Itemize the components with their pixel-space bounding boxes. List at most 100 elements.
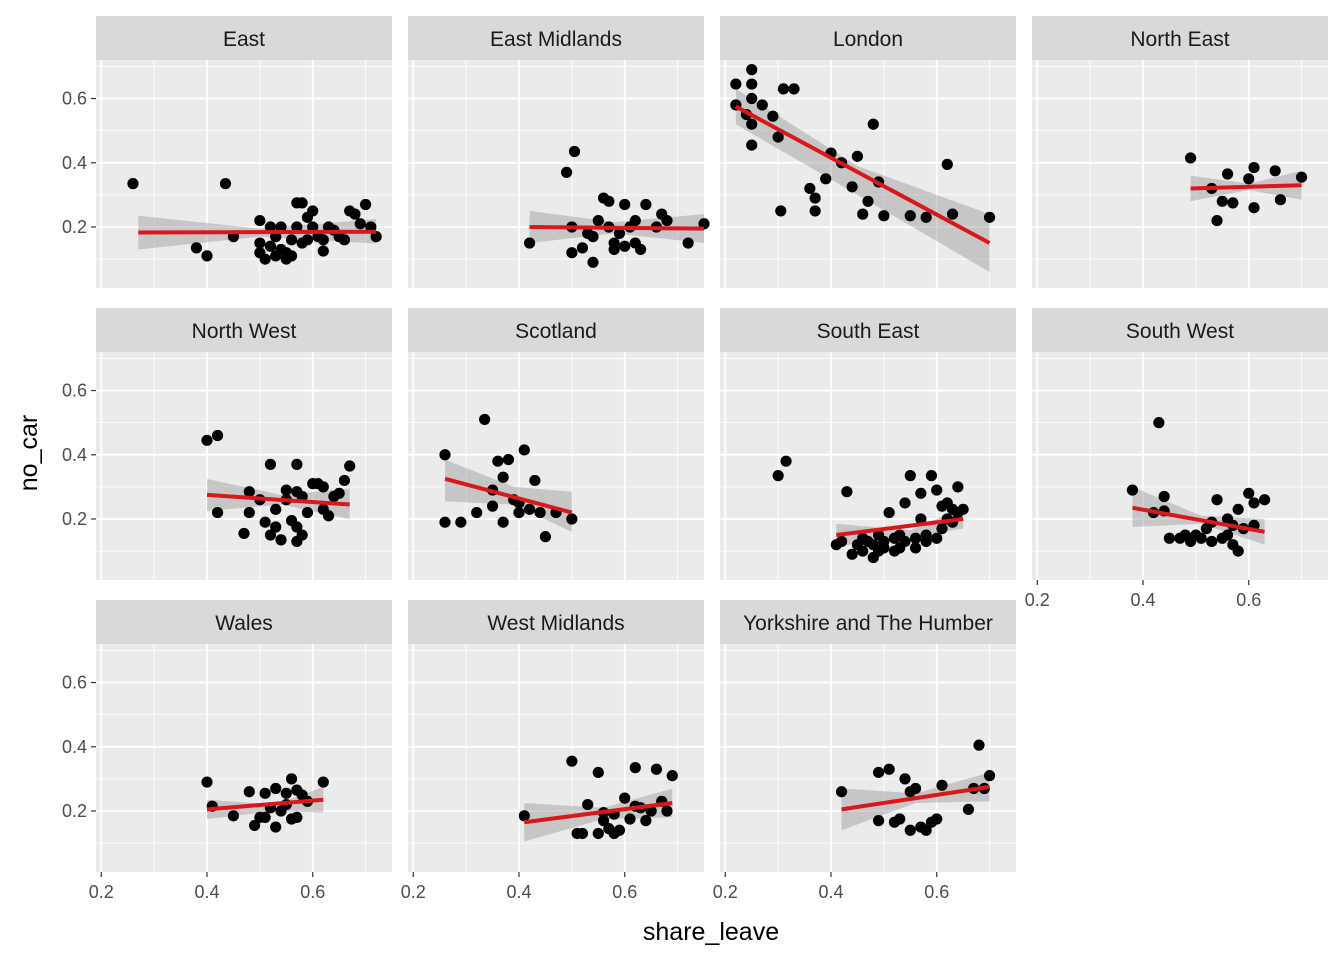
data-point xyxy=(1295,171,1308,183)
data-point xyxy=(613,824,626,836)
data-point xyxy=(254,214,266,227)
y-tick-label: 0.4 xyxy=(62,445,87,465)
data-point xyxy=(359,198,372,211)
data-point xyxy=(259,787,271,799)
data-point xyxy=(275,534,287,546)
data-point xyxy=(857,545,869,557)
data-point xyxy=(582,798,594,811)
data-point xyxy=(243,486,255,498)
facet-strip xyxy=(720,308,1016,352)
data-point xyxy=(1248,497,1260,509)
data-point xyxy=(307,205,319,217)
data-point xyxy=(227,810,240,822)
data-point xyxy=(862,195,874,207)
data-point xyxy=(270,821,282,833)
data-point xyxy=(576,827,589,840)
data-point xyxy=(603,195,615,207)
data-point xyxy=(248,819,261,832)
data-point xyxy=(254,237,266,249)
data-point xyxy=(1216,195,1228,207)
facet-strip xyxy=(96,308,392,352)
data-point xyxy=(857,208,869,220)
data-point xyxy=(1248,161,1260,174)
data-point xyxy=(592,766,604,779)
data-point xyxy=(899,773,911,785)
data-point xyxy=(317,481,329,493)
data-point xyxy=(1232,503,1244,515)
data-point xyxy=(851,150,864,162)
data-point xyxy=(479,413,491,426)
data-point xyxy=(1243,173,1255,185)
facet-strip-label: Wales xyxy=(215,612,273,635)
data-point xyxy=(835,535,848,548)
data-point xyxy=(349,208,361,220)
data-point xyxy=(523,503,536,515)
data-point xyxy=(285,250,298,262)
data-point xyxy=(1206,535,1218,548)
data-point xyxy=(592,827,604,840)
data-point xyxy=(841,486,853,498)
data-point xyxy=(597,815,610,827)
facet-strip-label: South East xyxy=(817,320,920,343)
data-point xyxy=(576,242,589,254)
data-point xyxy=(502,453,515,466)
fit-line xyxy=(138,229,377,235)
data-point xyxy=(846,548,858,560)
x-tick-label: 0.4 xyxy=(194,882,219,902)
fit-line xyxy=(1132,505,1265,534)
data-point xyxy=(201,776,213,788)
data-point xyxy=(344,460,356,472)
y-tick-label: 0.6 xyxy=(62,673,87,693)
data-point xyxy=(846,181,858,193)
data-point xyxy=(909,782,922,795)
panel-background xyxy=(408,60,704,288)
facet-panel: North East xyxy=(1032,16,1328,288)
data-point xyxy=(915,513,927,525)
data-point xyxy=(201,250,213,262)
data-point xyxy=(259,811,271,824)
facet-panel: South East xyxy=(720,308,1016,580)
data-point xyxy=(619,240,631,252)
data-point xyxy=(931,532,943,544)
data-point xyxy=(291,521,303,533)
data-point xyxy=(650,763,663,775)
data-point xyxy=(592,214,604,227)
data-point xyxy=(1221,529,1234,541)
data-point xyxy=(492,455,504,467)
data-point xyxy=(568,145,581,158)
data-point xyxy=(904,824,916,836)
data-point xyxy=(946,208,959,220)
data-point xyxy=(560,166,573,178)
data-point xyxy=(497,516,509,528)
data-point xyxy=(296,529,308,541)
data-point xyxy=(291,221,303,233)
data-point xyxy=(566,755,578,767)
data-point xyxy=(809,205,821,217)
data-point xyxy=(264,240,277,252)
data-point xyxy=(872,815,885,827)
data-point xyxy=(682,237,694,249)
data-point xyxy=(1195,532,1207,544)
data-point xyxy=(1221,168,1234,180)
facet-strip xyxy=(1032,16,1328,60)
facet-strip xyxy=(720,16,1016,60)
data-point xyxy=(291,811,303,824)
data-point xyxy=(317,234,329,246)
data-point xyxy=(872,766,885,779)
data-point xyxy=(455,516,467,528)
data-point xyxy=(291,458,303,470)
y-tick-label: 0.4 xyxy=(62,153,87,173)
fit-line xyxy=(836,517,964,538)
data-point xyxy=(931,813,943,825)
panel-background xyxy=(1032,352,1328,580)
x-tick-label: 0.4 xyxy=(818,882,843,902)
data-point xyxy=(624,813,636,825)
data-point xyxy=(211,429,224,442)
data-point xyxy=(127,178,139,190)
x-axis-title: share_leave xyxy=(643,918,779,946)
facet-strip-label: Scotland xyxy=(515,320,597,343)
facet-strip-label: East xyxy=(223,28,265,51)
data-point xyxy=(904,470,916,482)
data-point xyxy=(746,118,758,130)
data-point xyxy=(471,506,483,519)
